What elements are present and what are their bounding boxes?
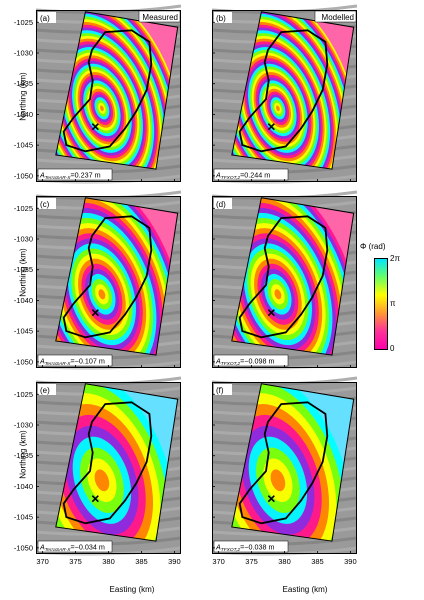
lake-outline (62, 401, 153, 525)
y-tick-label: -1030 (14, 235, 33, 244)
panel-title-bg (138, 10, 181, 23)
y-tick-label: -1025 (14, 390, 33, 399)
y-tick-label: -1045 (14, 141, 33, 150)
panel-c: (c) ATerraSAR-X=−0.107 m -1025 -1030 -1035 -1… (14, 190, 182, 370)
panel-title: Measured (142, 13, 178, 22)
y-axis-title-1: Northing (km) (18, 72, 28, 121)
x-tick-label: 385 (135, 557, 148, 566)
y-tick-label: -1050 (14, 171, 33, 180)
panel-tag-bg (214, 384, 232, 395)
panel-tag: (d) (216, 200, 226, 209)
colorbar-tick-pi: π (390, 299, 396, 308)
panel-a: (a) Measured ATerraSAR-X=0.237 m -1025 -1030… (14, 4, 182, 184)
colorbar-title: Φ (rad) (360, 242, 386, 251)
panel-tag-bg (38, 12, 56, 23)
panel-tag: (b) (216, 14, 226, 23)
y-tick-label: -1045 (14, 327, 33, 336)
x-axis-title-right: Easting (km) (282, 585, 328, 594)
panel-tag: (c) (40, 200, 50, 209)
swath-outline (231, 383, 355, 542)
panel-tag: (f) (216, 386, 224, 395)
y-tick-label: -1040 (14, 296, 33, 305)
panel-tag-bg (214, 12, 232, 23)
x-tick-label: 390 (344, 557, 357, 566)
y-tick-label: -1040 (14, 482, 33, 491)
site-marker (267, 495, 275, 503)
phase-fringes (55, 11, 178, 170)
x-tick-label: 380 (278, 557, 291, 566)
lake-outline (238, 29, 329, 153)
y-tick-label: -1030 (14, 421, 33, 430)
x-tick-label: 375 (245, 557, 258, 566)
amplitude-label: ATerraSAR-X=−0.034 m (39, 543, 105, 554)
lake-outline (62, 29, 153, 153)
site-marker (267, 309, 275, 317)
panel-tag: (a) (40, 14, 50, 23)
y-tick-label: -1025 (14, 18, 33, 27)
lake-outline (62, 215, 153, 339)
lake-outline (238, 401, 329, 525)
panel-tag-bg (38, 198, 56, 209)
amplitude-label-bg (37, 354, 113, 367)
swath-outline (55, 383, 179, 542)
swath-outline (55, 197, 179, 356)
panel-f: (f) ATFXOT,2=−0.038 m 370 375 380 385 390 (211, 376, 358, 566)
site-marker (91, 495, 99, 503)
amplitude-label: ATFXOT,2=0.244 m (215, 171, 270, 182)
panel-title-bg (314, 10, 357, 23)
amplitude-label-bg (37, 168, 113, 181)
y-tick-label: -1030 (14, 49, 33, 58)
amplitude-label-bg (213, 168, 289, 181)
panel-d: (d) ATFXOT,2=−0.098 m (211, 190, 358, 370)
amplitude-label: ATerraSAR-X=0.237 m (39, 171, 101, 182)
amplitude-label: ATFXOT,2=−0.098 m (215, 357, 274, 368)
colorbar-gradient (374, 258, 388, 350)
y-tick-label: -1035 (14, 451, 33, 460)
site-marker (91, 309, 99, 317)
panel-b: (b) Modelled ATFXOT,2=0.244 m (211, 4, 358, 184)
colorbar-tick-0: 0 (390, 344, 395, 353)
y-tick-label: -1045 (14, 513, 33, 522)
swath-outline (231, 197, 355, 356)
panel-e: (e) ATerraSAR-X=−0.034 m -1025 -1030 -1035 -1… (14, 376, 182, 566)
panel-title: Modelled (322, 13, 354, 22)
amplitude-label-bg (37, 540, 113, 553)
x-tick-label: 380 (102, 557, 115, 566)
x-tick-label: 385 (311, 557, 324, 566)
x-tick-label: 370 (212, 557, 225, 566)
x-axis-title-left: Easting (km) (109, 585, 155, 594)
panel-tag-bg (38, 384, 56, 395)
y-tick-label: -1025 (14, 204, 33, 213)
y-tick-label: -1035 (14, 79, 33, 88)
y-tick-label: -1050 (14, 543, 33, 552)
site-marker (267, 123, 275, 131)
amplitude-label-bg (213, 354, 289, 367)
phase-colorbar: Φ (rad) 2π π 0 (346, 242, 416, 374)
amplitude-label-bg (213, 540, 289, 553)
y-tick-label: -1035 (14, 265, 33, 274)
x-tick-label: 370 (36, 557, 49, 566)
x-tick-label: 390 (168, 557, 181, 566)
amplitude-label: ATFXOT,2=−0.038 m (215, 543, 274, 554)
lake-outline (238, 215, 329, 339)
panel-tag: (e) (40, 386, 50, 395)
x-tick-label: 375 (69, 557, 82, 566)
site-marker (91, 123, 99, 131)
y-tick-label: -1040 (14, 110, 33, 119)
y-tick-label: -1050 (14, 357, 33, 366)
panel-tag-bg (214, 198, 232, 209)
amplitude-label: ATerraSAR-X=−0.107 m (39, 357, 105, 368)
colorbar-tick-2pi: 2π (390, 254, 400, 263)
